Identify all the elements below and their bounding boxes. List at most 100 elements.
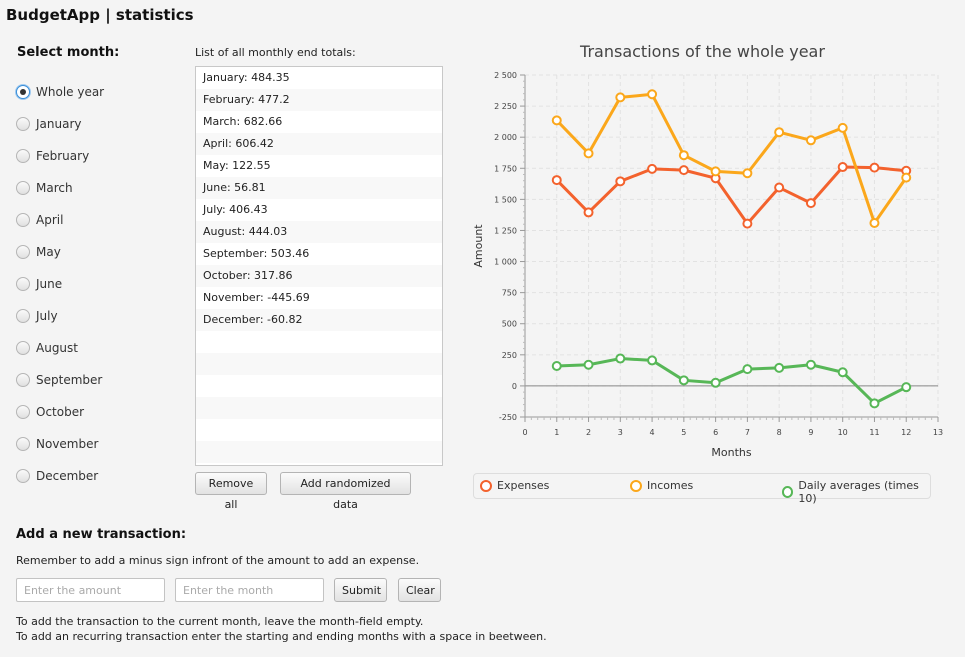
- data-point: [869, 162, 880, 173]
- month-radio-december[interactable]: December: [16, 460, 104, 492]
- month-radio-label: August: [36, 341, 78, 355]
- clear-button[interactable]: Clear: [398, 578, 441, 602]
- legend-label: Daily averages (times 10): [798, 479, 919, 505]
- plot-area: [525, 75, 938, 417]
- app-title: BudgetApp | statistics: [6, 6, 194, 24]
- add-randomized-data-button[interactable]: Add randomized data: [280, 472, 411, 511]
- month-radio-label: December: [36, 469, 99, 483]
- totals-list[interactable]: January: 484.35 February: 477.2 March: 682…: [195, 66, 443, 466]
- month-radio-october[interactable]: October: [16, 396, 104, 428]
- radio-circle-icon: [16, 309, 30, 323]
- list-item[interactable]: December: -60.82: [196, 309, 442, 331]
- legend-marker-icon: [480, 479, 492, 492]
- data-point: [551, 361, 562, 372]
- x-tick-label: 13: [933, 428, 943, 437]
- month-radio-june[interactable]: June: [16, 268, 104, 300]
- data-point: [901, 172, 912, 183]
- data-point: [742, 218, 753, 229]
- month-radio-march[interactable]: March: [16, 172, 104, 204]
- add-transaction-heading: Add a new transaction:: [16, 527, 187, 542]
- data-point: [805, 135, 816, 146]
- submit-button[interactable]: Submit: [334, 578, 387, 602]
- list-item[interactable]: March: 682.66: [203, 115, 283, 128]
- month-radio-whole-year[interactable]: Whole year: [16, 76, 104, 108]
- x-tick-label: 12: [901, 428, 911, 437]
- x-tick-label: 8: [777, 428, 782, 437]
- amount-input[interactable]: [16, 578, 165, 602]
- month-radio-label: March: [36, 181, 73, 195]
- list-item[interactable]: August: 444.03: [196, 221, 442, 243]
- month-input[interactable]: [175, 578, 324, 602]
- month-radio-february[interactable]: February: [16, 140, 104, 172]
- data-point: [742, 364, 753, 375]
- list-item[interactable]: October: 317.86: [196, 265, 442, 287]
- month-radio-april[interactable]: April: [16, 204, 104, 236]
- month-radio-august[interactable]: August: [16, 332, 104, 364]
- data-point: [901, 382, 912, 393]
- month-radio-may[interactable]: May: [16, 236, 104, 268]
- list-item[interactable]: September: 503.46: [203, 247, 310, 260]
- data-point: [805, 198, 816, 209]
- data-point: [774, 182, 785, 193]
- empty-list-row: [196, 331, 442, 353]
- data-point: [615, 92, 626, 103]
- list-item[interactable]: June: 56.81: [196, 177, 442, 199]
- current-month-hint: To add the transaction to the current mo…: [16, 615, 424, 628]
- list-item[interactable]: May: 122.55: [203, 159, 271, 172]
- list-item[interactable]: July: 406.43: [203, 203, 268, 216]
- empty-list-row: [196, 397, 442, 419]
- legend-item: Daily averages (times 10): [782, 479, 930, 505]
- radio-circle-icon: [16, 341, 30, 355]
- data-point: [837, 162, 848, 173]
- y-tick-label: 1 250: [494, 226, 517, 235]
- x-tick-label: 1: [554, 428, 559, 437]
- data-point: [678, 165, 689, 176]
- list-item[interactable]: April: 606.42: [196, 133, 442, 155]
- remove-all-button[interactable]: Remove all: [195, 472, 267, 511]
- totals-list-caption: List of all monthly end totals:: [195, 46, 356, 59]
- data-point: [583, 359, 594, 370]
- month-radio-september[interactable]: September: [16, 364, 104, 396]
- month-radio-july[interactable]: July: [16, 300, 104, 332]
- legend-marker-icon: [782, 486, 794, 498]
- radio-circle-icon: [16, 245, 30, 259]
- y-tick-label: 2 000: [494, 133, 517, 142]
- y-axis-label: Amount: [472, 224, 485, 268]
- x-tick-label: 2: [586, 428, 591, 437]
- radio-circle-icon: [16, 85, 30, 99]
- data-point: [805, 359, 816, 370]
- data-point: [647, 89, 658, 100]
- y-tick-label: 2 500: [494, 71, 517, 80]
- list-item[interactable]: November: -445.69: [203, 291, 310, 304]
- y-tick-label: 1 750: [494, 164, 517, 173]
- radio-circle-icon: [16, 149, 30, 163]
- list-item[interactable]: January: 484.35: [203, 71, 290, 84]
- month-radio-group: Whole year January February March April May Ju…: [16, 76, 104, 492]
- month-radio-label: November: [36, 437, 99, 451]
- series-line: [555, 92, 908, 225]
- month-radio-label: January: [36, 117, 82, 131]
- y-tick-label: 1 000: [494, 258, 517, 267]
- data-point: [583, 148, 594, 159]
- radio-circle-icon: [16, 469, 30, 483]
- x-tick-label: 4: [650, 428, 655, 437]
- y-tick-label: -250: [499, 413, 517, 422]
- chart-legend: Expenses Incomes Daily averages (times 10): [473, 473, 931, 505]
- recurring-hint: To add an recurring transaction enter th…: [16, 630, 547, 643]
- radio-circle-icon: [16, 373, 30, 387]
- month-radio-january[interactable]: January: [16, 108, 104, 140]
- data-point: [583, 207, 594, 218]
- month-radio-label: May: [36, 245, 61, 259]
- month-radio-label: April: [36, 213, 64, 227]
- x-axis-label: Months: [711, 446, 751, 459]
- month-radio-label: June: [36, 277, 63, 291]
- data-point: [647, 163, 658, 174]
- list-item[interactable]: February: 477.2: [196, 89, 442, 111]
- series-line: [555, 165, 907, 226]
- month-radio-november[interactable]: November: [16, 428, 104, 460]
- x-tick-label: 6: [713, 428, 718, 437]
- empty-list-row: [196, 375, 442, 397]
- radio-circle-icon: [16, 117, 30, 131]
- y-tick-label: 500: [502, 320, 517, 329]
